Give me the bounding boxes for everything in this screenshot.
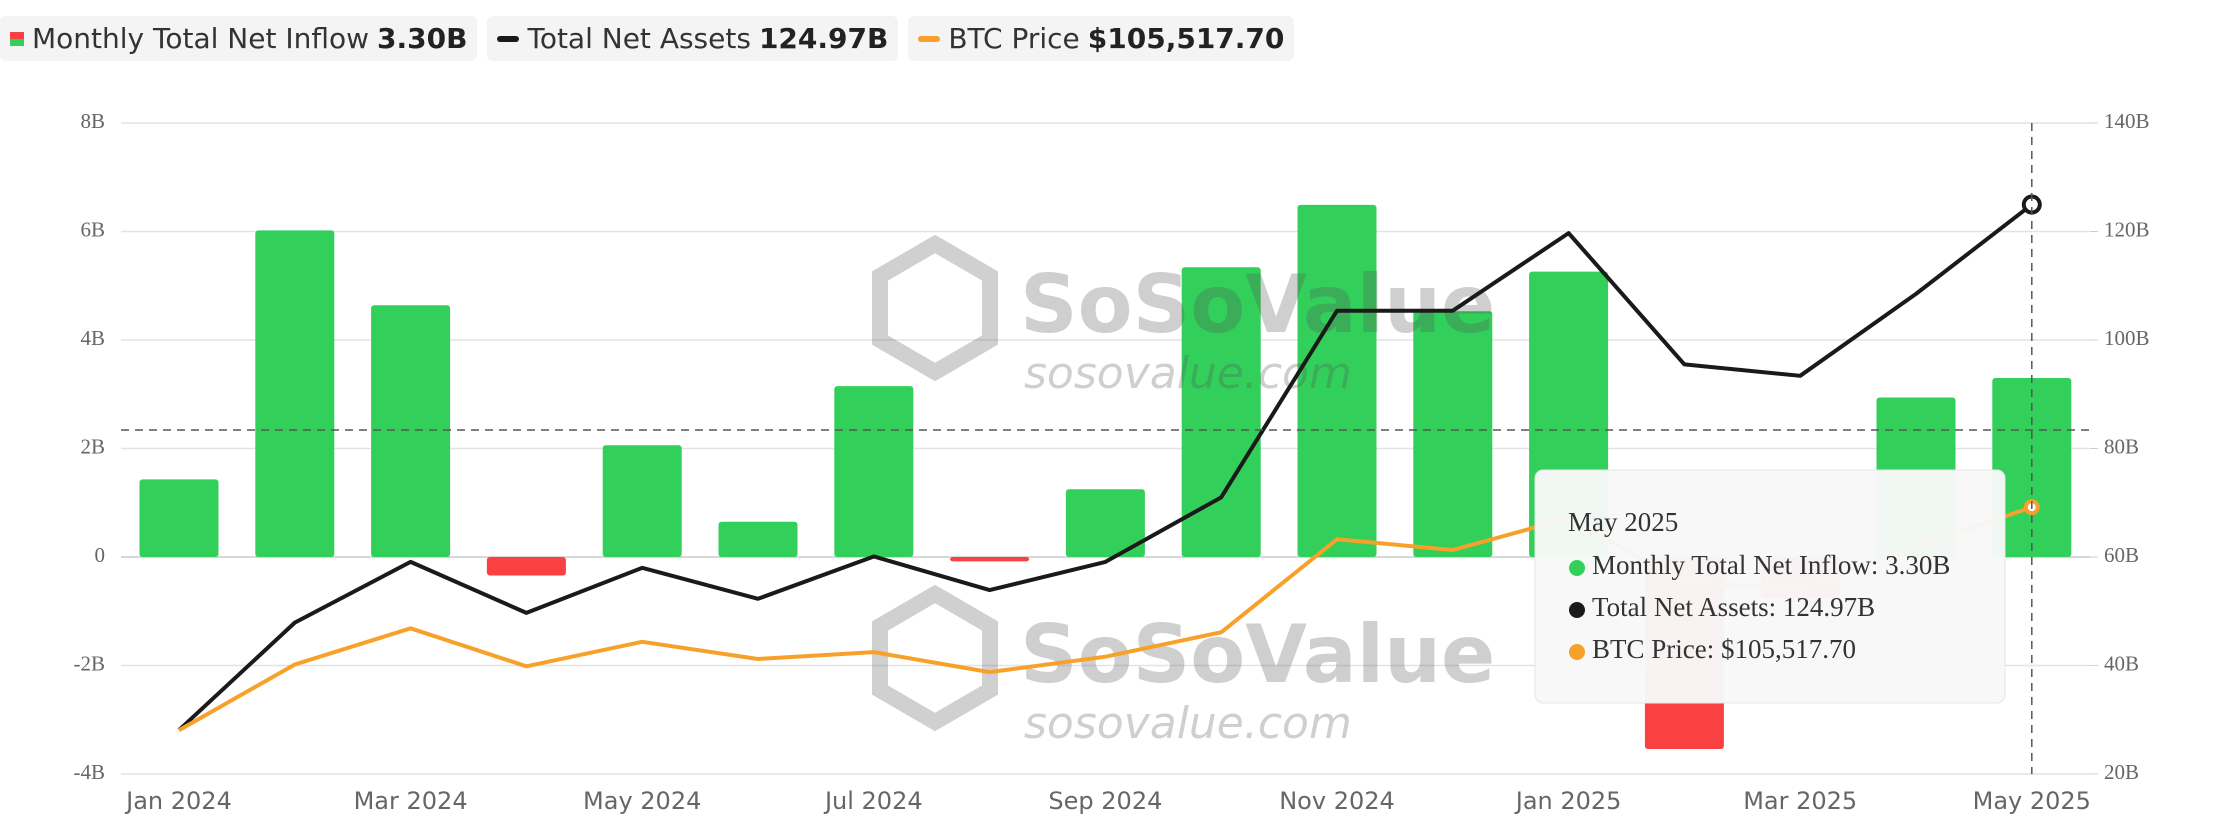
tooltip-box [1534,469,2006,704]
legend-value: 3.30B [377,22,468,55]
bar [1297,204,1377,558]
tooltip-item: BTC Price: $105,517.70 [1592,634,1856,664]
y-tick-label: -2B [74,651,106,675]
bar [1065,489,1145,557]
watermark-site: sosovalue.com [1024,698,1352,749]
watermark-site: sosovalue.com [1024,348,1352,399]
legend-item: Total Net Assets 124.97B [487,16,899,61]
bar [718,521,798,557]
bar [950,557,1030,562]
legend-icon [497,35,520,42]
y2-tick-label: 40B [2104,651,2139,675]
legend-item: BTC Price $105,517.70 [908,16,1295,61]
x-tick-label: Mar 2024 [354,787,468,815]
watermark-brand: SoSoValue [1020,258,1495,351]
bar [139,479,219,557]
y2-tick-label: 80B [2104,434,2139,458]
bar [834,386,914,557]
watermark-brand: SoSoValue [1020,608,1495,701]
y-tick-label: 4B [80,326,105,350]
watermark-logo [872,234,998,382]
x-tick-label: May 2024 [583,787,701,815]
tooltip: May 2025 Monthly Total Net Inflow: 3.30B T… [1534,469,2006,704]
x-tick-label: Jan 2024 [124,787,232,815]
tooltip-dot [1569,602,1585,618]
x-tick-label: May 2025 [1973,787,2091,815]
legend: Monthly Total Net Inflow 3.30B Total Net A… [0,16,1295,61]
y2-tick-label: 100B [2104,326,2150,350]
legend-label: Monthly Total Net Inflow [32,22,370,55]
x-tick-label: Sep 2024 [1048,787,1162,815]
tooltip-dot [1569,560,1585,576]
bar [1181,267,1261,557]
bar [1413,311,1493,557]
bar [602,445,682,557]
legend-label: BTC Price [948,22,1080,55]
y-tick-label: -4B [74,760,106,784]
y-tick-label: 6B [80,217,105,241]
legend-item: Monthly Total Net Inflow 3.30B [0,16,478,61]
tooltip-item: Total Net Assets: 124.97B [1592,592,1875,622]
legend-label: Total Net Assets [527,22,751,55]
y-tick-label: 0 [95,543,106,567]
watermark-logo [872,584,998,732]
x-tick-label: Nov 2024 [1279,787,1395,815]
tooltip-dot [1569,644,1585,660]
y-tick-label: 2B [80,434,105,458]
y2-tick-label: 60B [2104,543,2139,567]
legend-icon [10,31,24,46]
bar [486,557,566,576]
legend-icon [918,35,941,42]
legend-value: 124.97B [758,22,889,55]
x-tick-label: Mar 2025 [1743,787,1857,815]
y2-tick-label: 140B [2104,109,2150,133]
x-tick-label: Jan 2025 [1514,787,1622,815]
line [177,202,2034,732]
y-tick-label: 8B [80,109,105,133]
y2-tick-label: 20B [2104,760,2139,784]
x-tick-label: Jul 2024 [823,787,923,815]
bar [255,230,335,558]
y2-tick-label: 120B [2104,217,2150,241]
tooltip-item: Monthly Total Net Inflow: 3.30B [1592,550,1950,580]
tooltip-title: May 2025 [1568,507,1678,537]
legend-value: $105,517.70 [1087,22,1285,55]
bar [371,305,451,557]
